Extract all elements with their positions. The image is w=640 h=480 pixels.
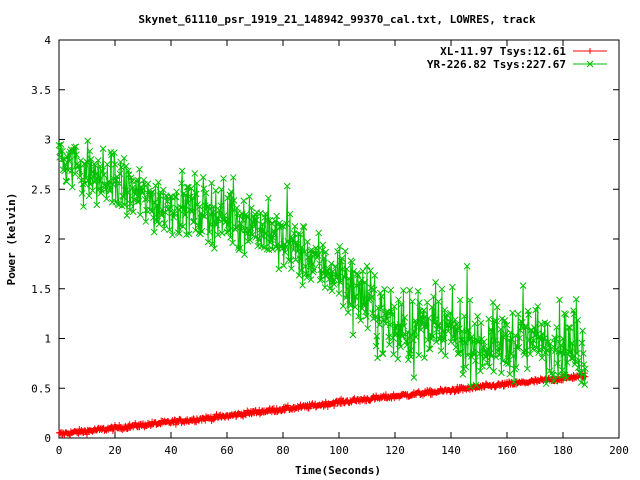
y-tick-label: 2	[44, 233, 51, 246]
legend-marker	[586, 60, 594, 68]
y-tick-label: 3	[44, 134, 51, 147]
chart-title: Skynet_61110_psr_1919_21_148942_99370_ca…	[138, 13, 536, 26]
x-tick-label: 160	[497, 444, 517, 457]
y-tick-label: 1.5	[31, 283, 51, 296]
x-axis-ticks: 0 20 40 60 80 100 120 140 160 180 200	[56, 40, 629, 457]
x-tick-label: 0	[56, 444, 63, 457]
x-tick-label: 20	[108, 444, 121, 457]
series-markers	[56, 370, 589, 438]
x-tick-label: 120	[385, 444, 405, 457]
legend-label: XL-11.97 Tsys:12.61	[440, 45, 566, 58]
legend-label: YR-226.82 Tsys:227.67	[427, 58, 566, 71]
y-tick-label: 1	[44, 333, 51, 346]
x-tick-label: 200	[609, 444, 629, 457]
x-axis-title: Time(Seconds)	[295, 464, 381, 477]
series-line	[58, 140, 586, 387]
x-tick-label: 140	[441, 444, 461, 457]
y-axis-title: Power (kelvin)	[5, 193, 18, 286]
y-tick-label: 3.5	[31, 84, 51, 97]
x-tick-label: 180	[553, 444, 573, 457]
y-tick-label: 0	[44, 432, 51, 445]
series-markers	[55, 137, 589, 391]
x-tick-label: 60	[220, 444, 233, 457]
x-tick-label: 100	[329, 444, 349, 457]
y-tick-label: 4	[44, 34, 51, 47]
y-tick-label: 0.5	[31, 382, 51, 395]
series-yr	[55, 137, 589, 391]
y-axis-ticks: 0 0.5 1 1.5 2 2.5 3 3.5 4	[31, 34, 619, 445]
series-xl	[56, 370, 589, 438]
x-tick-label: 40	[164, 444, 177, 457]
plot-area: 00.511.522.533.540 20 40 60 80 100 120 140 160 18…	[31, 34, 629, 457]
y-tick-label: 2.5	[31, 183, 51, 196]
x-tick-label: 80	[276, 444, 289, 457]
legend-marker	[587, 48, 593, 54]
